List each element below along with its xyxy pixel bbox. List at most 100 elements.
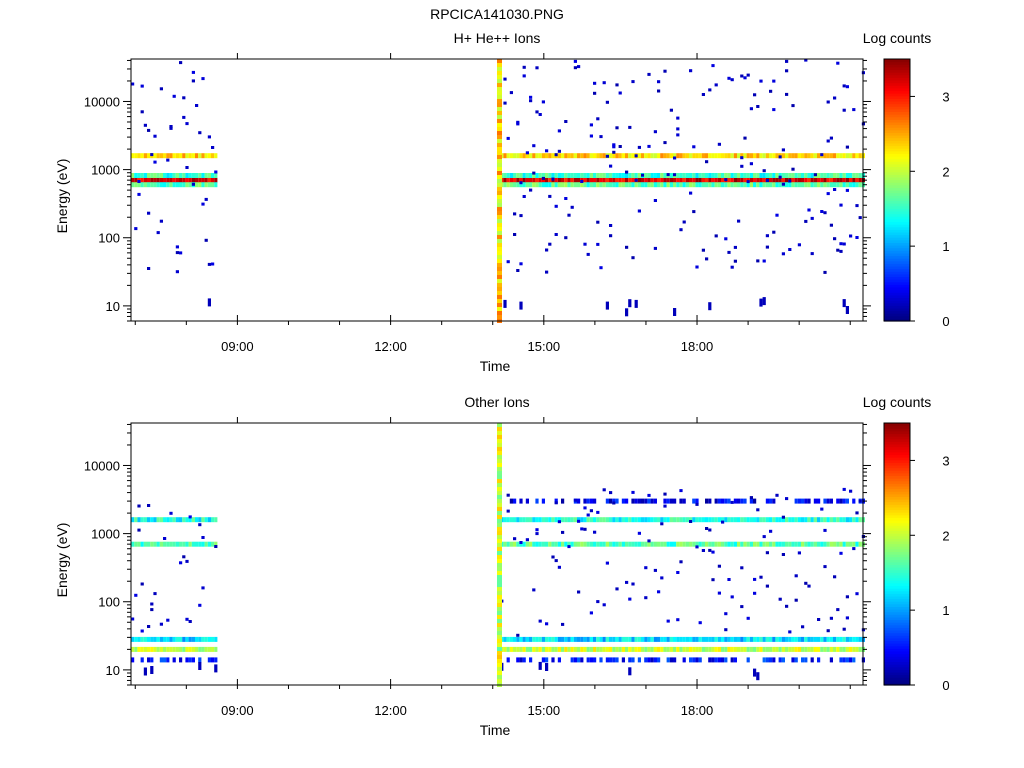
heatmap-cell [519,153,523,159]
colorbar-swatch [884,436,910,440]
heatmap-cell [211,646,215,652]
colorbar-swatch [884,116,910,120]
heatmap-cell [689,646,693,652]
heatmap-cell [529,99,533,103]
heatmap-cell [650,657,654,663]
heatmap-cell [708,517,712,523]
heatmap-cell [185,541,189,547]
heatmap-cell [570,541,574,547]
heatmap-cell [503,636,507,642]
heatmap-cell [150,153,154,157]
heatmap-cell [679,517,683,523]
heatmap-cell [497,587,502,591]
heatmap-cell [596,153,600,159]
heatmap-cell [785,177,789,183]
heatmap-cell [599,657,603,663]
heatmap-cell [561,153,565,159]
heatmap-cell [692,657,696,663]
heatmap-cell [497,579,502,583]
heatmap-cell [634,299,638,308]
heatmap-cell [797,182,801,188]
heatmap-cell [143,123,147,127]
heatmap-cell [615,636,619,642]
heatmap-cell [733,245,737,249]
heatmap-cell [561,646,565,652]
heatmap-cell [147,211,151,215]
heatmap-cell [701,177,705,183]
heatmap-cell [182,636,186,642]
colorbar-swatch [884,535,910,539]
heatmap-cell [669,182,673,188]
heatmap-cell [695,657,699,663]
heatmap-cell [198,153,202,159]
heatmap-cell [554,646,558,652]
heatmap-cell [669,517,673,523]
heatmap-cell [791,657,795,663]
heatmap-cell [791,177,795,183]
heatmap-cell [535,636,539,642]
heatmap-cell [705,527,709,530]
heatmap-cell [845,306,849,314]
heatmap-cell [551,657,555,663]
heatmap-cell [198,646,202,652]
heatmap-cell [532,153,536,159]
heatmap-cell [804,636,808,642]
heatmap-cell [743,136,747,140]
heatmap-cell [140,173,144,178]
heatmap-cell [573,66,577,70]
heatmap-cell [506,541,510,547]
heatmap-cell [689,153,693,159]
heatmap-cell [541,153,545,159]
heatmap-cell [660,636,664,642]
heatmap-cell [855,511,859,515]
heatmap-cell [214,170,218,174]
heatmap-cell [746,180,750,184]
heatmap-cell [769,173,773,178]
heatmap-cell [541,173,545,178]
colorbar-swatch [884,606,910,610]
heatmap-cell [609,657,613,663]
colorbar-swatch [884,656,910,660]
heatmap-cell [131,182,135,188]
heatmap-cell [701,549,705,552]
colorbar-swatch [884,674,910,678]
heatmap-cell [214,636,218,642]
heatmap-cell [817,636,821,642]
heatmap-cell [855,541,859,547]
heatmap-cell [621,646,625,652]
heatmap-cell [727,498,731,504]
heatmap-cell [794,182,798,188]
heatmap-cell [548,177,552,183]
heatmap-cell [631,636,635,642]
colorbar-swatch [884,454,910,458]
heatmap-cell [156,517,160,523]
heatmap-cell [727,646,731,652]
heatmap-cell [497,431,502,435]
heatmap-cell [134,517,138,523]
heatmap-cell [663,141,667,145]
heatmap-cell [753,541,757,547]
heatmap-cell [561,622,565,626]
heatmap-cell [140,517,144,523]
heatmap-cell [580,153,584,159]
heatmap-cell [147,541,151,547]
heatmap-cell [669,173,673,178]
heatmap-cell [746,182,750,188]
colorbar-swatch [884,530,910,534]
heatmap-cell [836,646,840,652]
heatmap-cell [666,173,670,177]
heatmap-cell [858,541,862,547]
heatmap-cell [631,498,635,504]
heatmap-cell [580,180,584,183]
heatmap-cell [198,173,202,178]
heatmap-cell [516,182,520,188]
heatmap-cell [727,76,731,80]
heatmap-cell [628,517,632,523]
heatmap-cell [829,636,833,642]
heatmap-cell [852,547,856,551]
heatmap-cell [506,173,510,178]
heatmap-cell [198,636,202,642]
heatmap-cell [147,504,151,507]
heatmap-cell [140,636,144,642]
heatmap-cell [858,177,862,183]
